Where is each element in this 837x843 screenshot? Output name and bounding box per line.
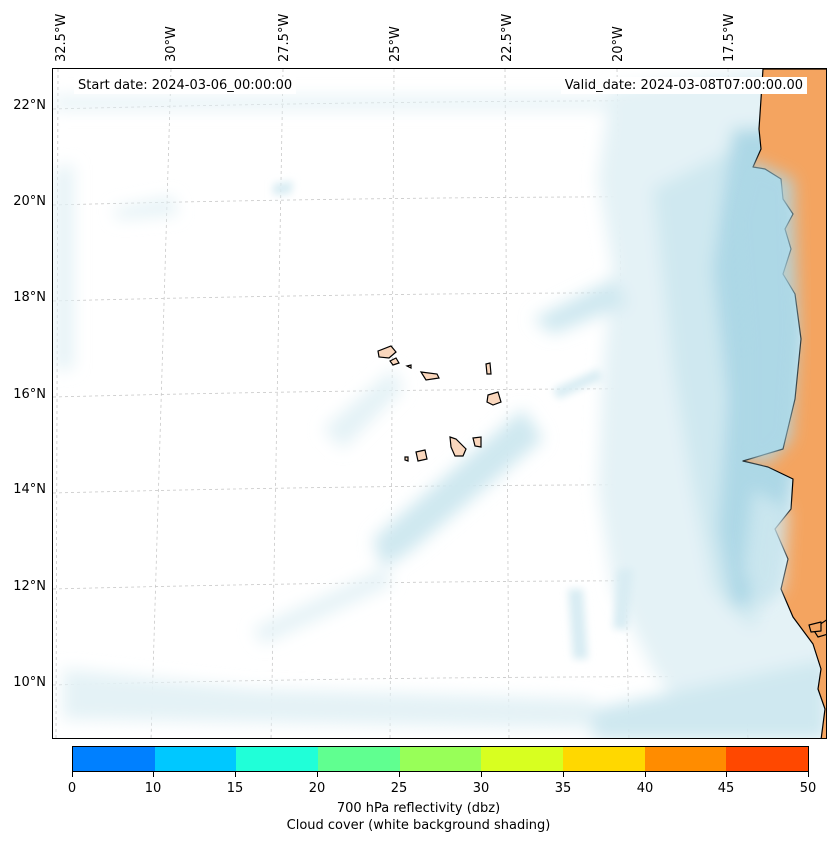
colorbar-tick (808, 772, 809, 777)
lat-label-10n: 10°N (13, 675, 46, 690)
colorbar-tick (235, 772, 236, 777)
lat-label-20n: 20°N (13, 194, 46, 209)
colorbar-segment-8 (726, 747, 809, 771)
colorbar-subtitle: Cloud cover (white background shading) (286, 818, 551, 833)
colorbar-segment-2 (236, 747, 319, 771)
lat-label-22n: 22°N (13, 98, 46, 113)
colorbar-tick-label: 50 (799, 781, 817, 796)
cape-verde-islands (377, 345, 502, 462)
colorbar-title: 700 hPa reflectivity (dbz) (336, 801, 501, 816)
lon-label-27.5w: 27.5°W (277, 13, 292, 62)
colorbar-tick (399, 772, 400, 777)
colorbar-tick-label: 15 (226, 781, 244, 796)
colorbar-tick (563, 772, 564, 777)
lat-label-12n: 12°N (13, 579, 46, 594)
colorbar-tick (645, 772, 646, 777)
lon-label-25w: 25°W (388, 26, 403, 62)
colorbar-tick (726, 772, 727, 777)
colorbar-tick-label: 25 (390, 781, 408, 796)
lat-label-14n: 14°N (13, 482, 46, 497)
colorbar-tick-label: 35 (554, 781, 572, 796)
lon-label-30w: 30°W (164, 26, 179, 62)
map-panel (52, 68, 827, 739)
lon-label-22.5w: 22.5°W (500, 13, 515, 62)
cloud-over-land (733, 159, 798, 609)
colorbar-segment-3 (318, 747, 400, 771)
colorbar-tick-label: 20 (308, 781, 326, 796)
colorbar-segment-5 (481, 747, 564, 771)
colorbar-tick-label: 0 (67, 781, 77, 796)
reflectivity-colorbar (72, 746, 809, 772)
colorbar-tick-label: 10 (144, 781, 162, 796)
colorbar-tick-label: 45 (717, 781, 735, 796)
lon-label-20w: 20°W (611, 26, 626, 62)
colorbar-segment-4 (399, 747, 482, 771)
cloud-cover (53, 69, 826, 738)
colorbar-tick (72, 772, 73, 777)
colorbar-segment-7 (644, 747, 727, 771)
colorbar-tick-label: 30 (472, 781, 490, 796)
colorbar-segment-0 (73, 747, 155, 771)
lat-label-18n: 18°N (13, 290, 46, 305)
lon-label-17.5w: 17.5°W (722, 13, 737, 62)
valid-date-label: Valid_date: 2024-03-08T07:00:00.00 (560, 77, 807, 94)
cloud-streaks (273, 181, 633, 659)
start-date-label: Start date: 2024-03-06_00:00:00 (74, 77, 297, 94)
colorbar-tick (481, 772, 482, 777)
colorbar-tick (317, 772, 318, 777)
lat-label-16n: 16°N (13, 387, 46, 402)
colorbar-segment-6 (563, 747, 645, 771)
colorbar-segment-1 (154, 747, 237, 771)
lon-label-32.5w: 32.5°W (54, 13, 69, 62)
map-canvas (53, 69, 826, 738)
colorbar-tick-label: 40 (636, 781, 654, 796)
colorbar-tick (153, 772, 154, 777)
